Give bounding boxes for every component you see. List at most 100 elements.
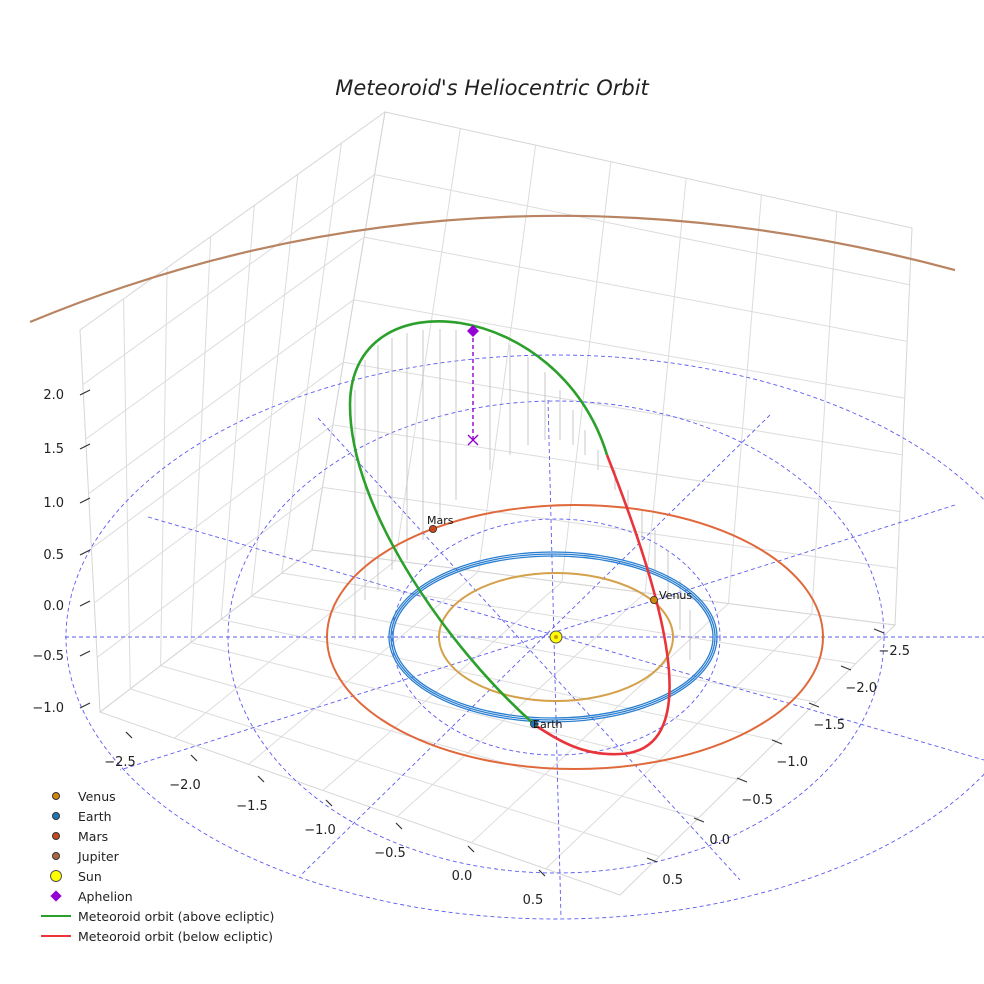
ecliptic-radial-line xyxy=(299,414,771,877)
z-tick xyxy=(79,389,91,396)
x-tick xyxy=(325,799,333,807)
earth-label: Earth xyxy=(533,718,563,731)
x-tick xyxy=(538,869,546,877)
gridline xyxy=(561,161,612,583)
gridline xyxy=(394,128,461,561)
gridline xyxy=(82,174,375,385)
legend-item: Jupiter xyxy=(34,846,274,866)
gridline xyxy=(248,571,479,765)
gridline xyxy=(322,581,563,791)
mars-label: Mars xyxy=(427,514,454,527)
legend-label: Jupiter xyxy=(78,848,119,864)
legend-marker xyxy=(34,906,78,926)
legend-dot-swatch xyxy=(50,870,62,882)
y-tick xyxy=(840,665,852,671)
aphelion-marker xyxy=(467,325,479,337)
y-tick xyxy=(808,702,820,708)
y-tick-label: −1.0 xyxy=(776,755,808,770)
x-tick xyxy=(467,845,475,853)
z-tick xyxy=(79,497,91,504)
legend-label: Earth xyxy=(78,808,112,824)
gridline xyxy=(190,642,738,780)
gridline xyxy=(96,487,323,658)
gridline xyxy=(281,572,856,665)
legend-dot-swatch xyxy=(52,832,60,840)
y-tick-label: −0.5 xyxy=(741,793,773,808)
gridline xyxy=(123,298,131,689)
gridline xyxy=(130,688,660,857)
back-right-pane xyxy=(311,111,913,626)
gridline xyxy=(160,665,699,819)
venus-label: Venus xyxy=(659,589,692,602)
meteoroid-orbit-below xyxy=(534,454,671,756)
earth-marker xyxy=(530,720,539,729)
gridline xyxy=(190,236,212,643)
legend-marker xyxy=(34,846,78,866)
x-tick xyxy=(257,775,265,783)
orbit-drop-lines xyxy=(354,329,691,660)
z-tick-label: −1.0 xyxy=(32,701,64,716)
y-tick-label: −1.5 xyxy=(813,718,845,733)
y-tick-label: 0.0 xyxy=(709,833,730,848)
legend-label: Venus xyxy=(78,788,116,804)
mars-orbit xyxy=(326,504,824,770)
y-tick xyxy=(736,777,748,783)
gridline xyxy=(173,560,396,739)
gridline xyxy=(91,361,344,549)
venus-marker xyxy=(650,596,659,605)
legend-item: Earth xyxy=(34,806,274,826)
z-tick-label: 0.0 xyxy=(43,599,64,614)
y-tick-label: −2.5 xyxy=(878,644,910,659)
legend-marker xyxy=(34,886,78,906)
mars-marker xyxy=(428,525,437,534)
legend-dot-swatch xyxy=(52,812,60,820)
venus-orbit xyxy=(438,572,674,702)
gridline xyxy=(250,174,299,597)
y-tick-label: 0.5 xyxy=(662,873,683,888)
chart-title: Meteoroid's Heliocentric Orbit xyxy=(335,76,649,100)
legend-item: Aphelion xyxy=(34,886,274,906)
x-tick xyxy=(190,754,198,762)
gridline xyxy=(545,613,813,870)
z-tick xyxy=(79,650,91,657)
gridline xyxy=(811,211,838,615)
legend-marker xyxy=(34,826,78,846)
ecliptic-radial-line xyxy=(147,516,984,761)
z-tick xyxy=(79,549,91,556)
x-tick-label: 0.0 xyxy=(452,869,473,884)
y-tick xyxy=(693,817,705,823)
legend-label: Aphelion xyxy=(78,888,133,904)
gridline xyxy=(644,178,687,593)
ecliptic-radial-line xyxy=(547,399,562,919)
x-tick-label: −1.0 xyxy=(304,823,336,838)
z-tick-label: 1.0 xyxy=(43,496,64,511)
y-tick xyxy=(873,628,885,634)
z-tick-label: 1.5 xyxy=(43,442,64,457)
x-tick-label: −2.0 xyxy=(169,778,201,793)
gridline xyxy=(332,424,900,513)
gridline xyxy=(251,595,817,703)
legend-item: Sun xyxy=(34,866,274,886)
y-tick-label: −2.0 xyxy=(845,681,877,696)
y-tick xyxy=(646,857,658,863)
legend-label: Mars xyxy=(78,828,109,844)
gridline xyxy=(281,143,342,574)
meteoroid-orbit-above xyxy=(348,319,609,726)
z-tick-label: −0.5 xyxy=(32,649,64,664)
earth-orbit-track xyxy=(392,555,714,719)
legend-marker xyxy=(34,806,78,826)
y-tick xyxy=(771,739,783,745)
legend-label: Meteoroid orbit (below ecliptic) xyxy=(78,928,274,944)
earth-orbit-track xyxy=(390,553,716,721)
x-tick-label: 0.5 xyxy=(523,893,544,908)
axes-box xyxy=(79,110,913,896)
earth-orbit xyxy=(388,551,718,723)
gridline xyxy=(364,236,908,342)
aphelion-projection-cross xyxy=(467,434,479,446)
legend-item: Meteoroid orbit (above ecliptic) xyxy=(34,906,274,926)
legend-item: Venus xyxy=(34,786,274,806)
z-tick xyxy=(79,600,91,607)
legend: Venus Earth Mars Jupiter Sun Aphelion Meteoroi… xyxy=(34,786,274,946)
axis-ticks: −1.0 −0.5 0.0 0.5 1.0 1.5 2.0 −2.5 −2.0 −1.5 −1.0 −… xyxy=(32,388,910,908)
